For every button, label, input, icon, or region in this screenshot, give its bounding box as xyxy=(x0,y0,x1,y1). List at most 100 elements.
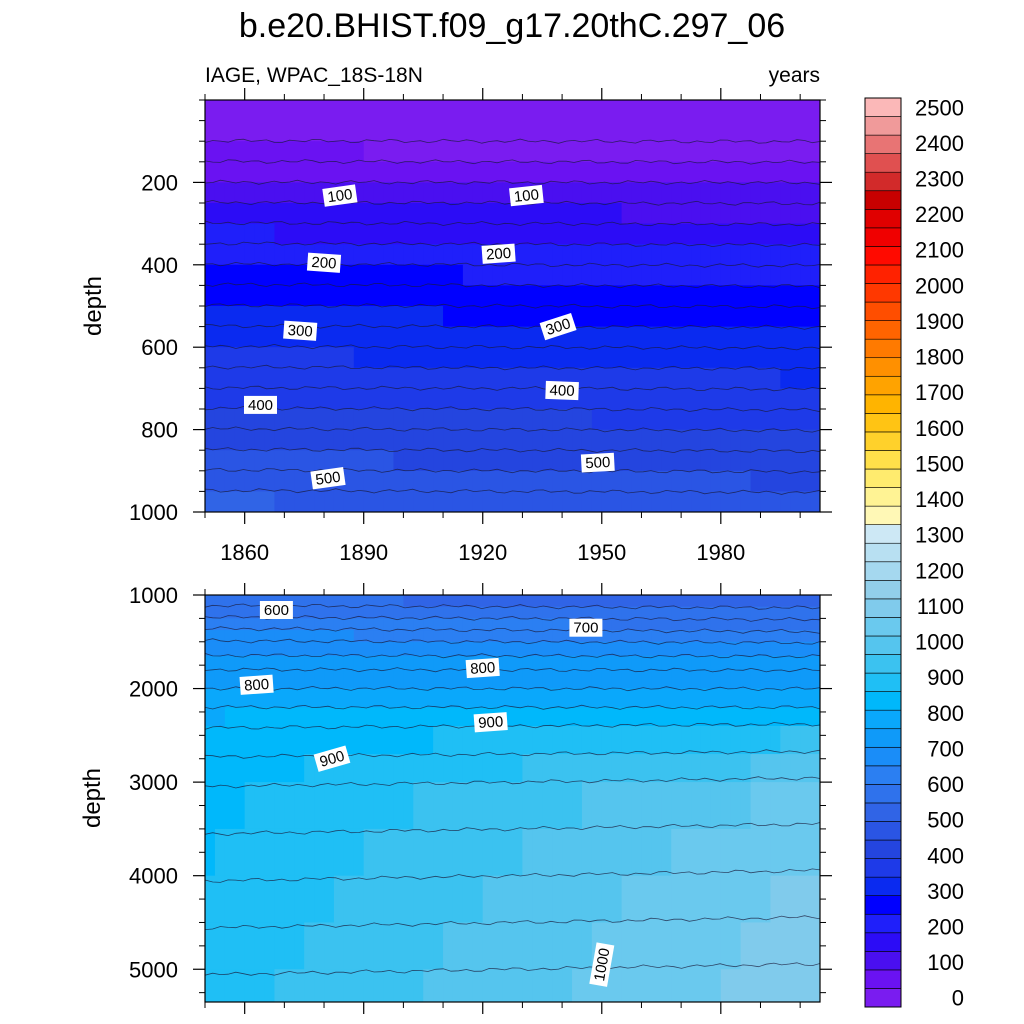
contour-fill-cell xyxy=(512,969,524,1002)
contour-fill-cell xyxy=(562,244,573,266)
contour-fill-cell xyxy=(512,618,524,631)
contour-fill-cell xyxy=(482,203,494,225)
contour-fill-cell xyxy=(691,754,702,783)
contour-fill-cell xyxy=(512,203,524,225)
contour-fill-cell xyxy=(244,655,256,671)
contour-fill-cell xyxy=(393,491,404,512)
contour-fill-cell xyxy=(274,244,285,266)
contour-fill-cell xyxy=(234,618,246,631)
contour-fill-cell xyxy=(641,922,652,970)
contour-fill-cell xyxy=(214,244,226,266)
contour-fill-cell xyxy=(542,725,553,755)
contour-fill-cell xyxy=(621,182,633,204)
contour-fill-cell xyxy=(591,203,603,225)
contour-fill-cell xyxy=(482,725,494,755)
contour-fill-cell xyxy=(591,161,603,183)
contour-fill-cell xyxy=(810,285,820,307)
contour-fill-cell xyxy=(502,326,514,348)
contour-fill-cell xyxy=(800,367,811,389)
contour-fill-cell xyxy=(700,388,712,410)
contour-fill-cell xyxy=(651,606,662,619)
contour-fill-cell xyxy=(691,630,702,643)
contour-fill-cell xyxy=(234,595,246,608)
colorbar-box xyxy=(864,431,902,451)
contour-fill-cell xyxy=(373,141,385,163)
contour-fill-cell xyxy=(433,347,444,369)
contour-fill-cell xyxy=(205,347,216,369)
contour-fill-cell xyxy=(681,223,692,245)
contour-fill-cell xyxy=(333,223,345,245)
contour-fill-cell xyxy=(492,203,504,225)
contour-fill-cell xyxy=(522,347,533,369)
contour-fill-cell xyxy=(532,688,543,708)
contour-fill-cell xyxy=(254,922,266,970)
contour-fill-cell xyxy=(631,264,643,286)
contour-fill-cell xyxy=(363,264,375,286)
contour-fill-cell xyxy=(333,429,345,451)
contour-fill-cell xyxy=(214,782,226,830)
contour-fill-cell xyxy=(304,669,315,690)
contour-fill-cell xyxy=(700,141,712,163)
contour-line xyxy=(205,626,820,634)
contour-fill-cell xyxy=(552,203,563,225)
contour-fill-cell xyxy=(661,306,672,328)
contour-fill-cell xyxy=(621,655,633,671)
contour-fill-cell xyxy=(343,655,355,671)
contour-fill-cell xyxy=(304,655,315,671)
contour-fill-cell xyxy=(462,641,474,657)
contour-fill-cell xyxy=(413,306,424,328)
colorbar-label: 0 xyxy=(952,986,964,1011)
contour-fill-cell xyxy=(512,326,524,348)
contour-fill-cell xyxy=(403,326,414,348)
contour-fill-cell xyxy=(373,828,385,877)
contour-fill-cell xyxy=(234,782,246,830)
contour-fill-cell xyxy=(254,782,266,830)
contour-fill-cell xyxy=(790,388,801,410)
colorbar-label: 2200 xyxy=(915,202,964,227)
contour-label: 800 xyxy=(239,674,274,695)
contour-fill-cell xyxy=(661,470,672,492)
contour-fill-cell xyxy=(452,161,464,183)
contour-fill-cell xyxy=(234,429,246,451)
contour-fill-cell xyxy=(274,326,285,348)
contour-fill-cell xyxy=(423,688,434,708)
contour-fill-cell xyxy=(254,595,266,608)
colorbar-label: 500 xyxy=(927,808,964,833)
contour-fill-cell xyxy=(810,470,820,492)
contour-fill-cell xyxy=(522,688,533,708)
contour-fill-cell xyxy=(631,326,643,348)
contour-fill-cell xyxy=(810,782,820,830)
contour-fill-cell xyxy=(244,450,256,472)
contour-fill-cell xyxy=(214,618,226,631)
contour-fill-cell xyxy=(254,367,266,389)
contour-fill-cell xyxy=(353,922,365,970)
contour-fill-cell xyxy=(681,754,692,783)
contour-fill-cell xyxy=(452,141,464,163)
contour-fill-cell xyxy=(522,100,533,142)
contour-fill-cell xyxy=(581,285,593,307)
contour-fill-cell xyxy=(205,409,216,431)
contour-fill-cell xyxy=(343,326,355,348)
contour-fill-cell xyxy=(591,707,603,727)
contour-fill-cell xyxy=(601,388,613,410)
contour-fill-cell xyxy=(264,969,276,1002)
contour-fill-cell xyxy=(740,264,752,286)
contour-fill-cell xyxy=(403,409,414,431)
contour-fill-cell xyxy=(601,641,613,657)
contour-fill-cell xyxy=(572,595,583,608)
contour-fill-cell xyxy=(631,922,643,970)
contour-fill-cell xyxy=(314,688,325,708)
contour-fill-cell xyxy=(562,326,573,348)
contour-fill-cell xyxy=(373,875,385,924)
contour-fill-cell xyxy=(760,100,771,142)
contour-fill-cell xyxy=(621,161,633,183)
contour-fill-cell xyxy=(413,100,424,142)
contour-fill-cell xyxy=(433,182,444,204)
contour-fill-cell xyxy=(472,641,484,657)
contour-fill-cell xyxy=(502,264,514,286)
contour-fill-cell xyxy=(562,264,573,286)
contour-fill-cell xyxy=(572,688,583,708)
contour-fill-cell xyxy=(641,409,652,431)
contour-fill-cell xyxy=(710,630,722,643)
